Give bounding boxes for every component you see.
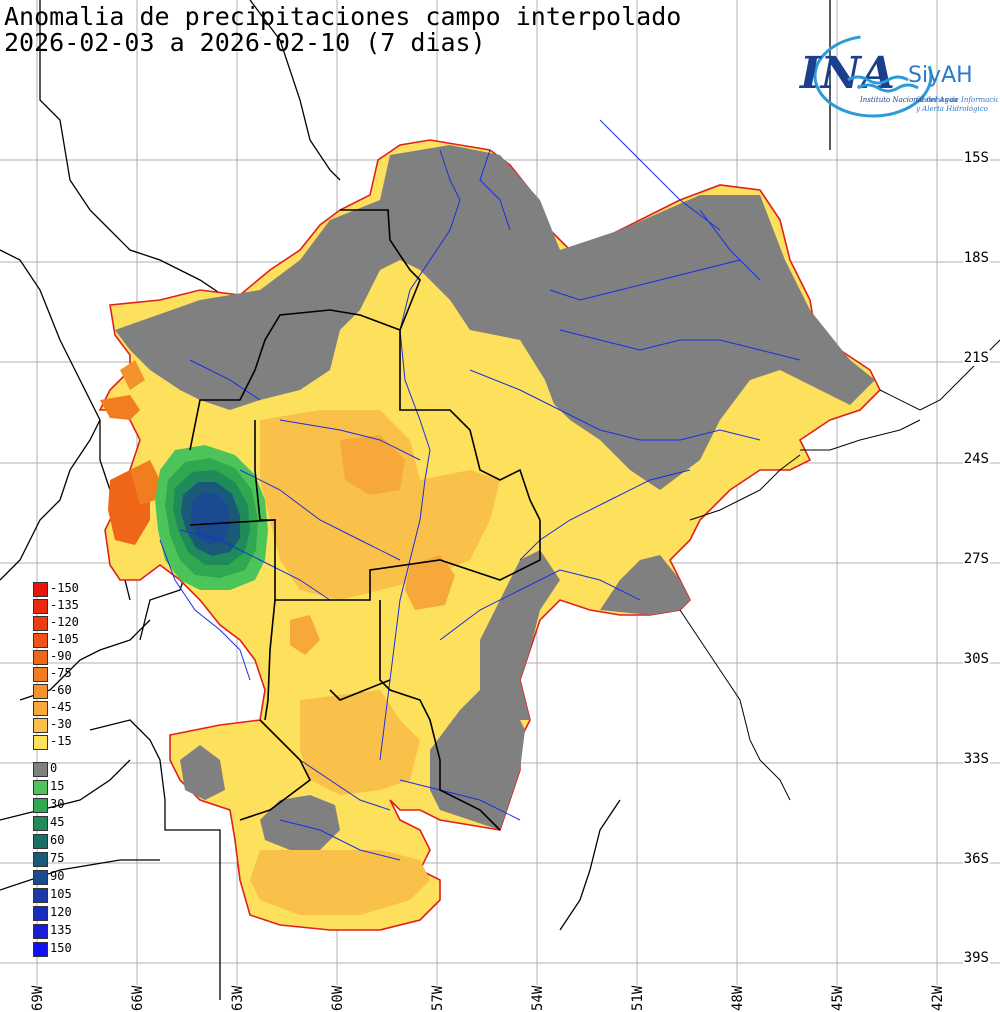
legend-swatch — [33, 906, 48, 921]
legend-item: -45 — [30, 699, 90, 716]
lat-label: 36S — [962, 851, 990, 867]
lon-label: 45W — [830, 984, 846, 1012]
legend-item: 150 — [30, 940, 90, 957]
legend-swatch — [33, 888, 48, 903]
legend-swatch — [33, 852, 48, 867]
legend-swatch — [33, 701, 48, 716]
lon-label: 57W — [430, 984, 446, 1012]
legend-swatch — [33, 599, 48, 614]
legend-swatch — [33, 718, 48, 733]
legend-label: 60 — [50, 833, 65, 847]
logo-sub2: Sistemas de Información — [916, 96, 998, 104]
legend-item: 0 — [30, 760, 90, 777]
legend-item: -150 — [30, 580, 90, 597]
legend-item: 15 — [30, 778, 90, 795]
lon-label: 42W — [930, 984, 946, 1012]
legend-label: 135 — [50, 923, 72, 937]
legend-item: 135 — [30, 922, 90, 939]
legend-swatch — [33, 816, 48, 831]
lat-label: 18S — [962, 250, 990, 266]
lat-label: 30S — [962, 651, 990, 667]
legend-label: -60 — [50, 683, 72, 697]
legend-label: -120 — [50, 615, 79, 629]
lat-label: 33S — [962, 751, 990, 767]
legend-label: 120 — [50, 905, 72, 919]
lon-label: 60W — [330, 984, 346, 1012]
map-title: Anomalia de precipitaciones campo interp… — [4, 2, 682, 31]
legend-label: -150 — [50, 581, 79, 595]
legend-label: -75 — [50, 666, 72, 680]
legend-item: 75 — [30, 850, 90, 867]
legend-item: 105 — [30, 886, 90, 903]
ina-siyah-logo: INA SiyAH Instituto Nacional del Agua Si… — [798, 30, 1000, 125]
legend-label: 0 — [50, 761, 58, 775]
legend-item: 60 — [30, 832, 90, 849]
legend-swatch — [33, 616, 48, 631]
lon-label: 48W — [730, 984, 746, 1012]
legend-label: 150 — [50, 941, 72, 955]
country-borders — [0, 0, 831, 1000]
legend-label: -45 — [50, 700, 72, 714]
legend-swatch — [33, 667, 48, 682]
legend-label: -30 — [50, 717, 72, 731]
legend-item: -105 — [30, 631, 90, 648]
lon-label: 66W — [130, 984, 146, 1012]
legend-item: 120 — [30, 904, 90, 921]
legend-item: -120 — [30, 614, 90, 631]
rivers — [159, 119, 801, 861]
legend-swatch — [33, 834, 48, 849]
legend-label: 45 — [50, 815, 65, 829]
lon-label: 63W — [230, 984, 246, 1012]
lat-label: 24S — [962, 451, 990, 467]
legend-item: -90 — [30, 648, 90, 665]
admin-borders — [189, 209, 541, 831]
legend-swatch — [33, 798, 48, 813]
legend-swatch — [33, 942, 48, 957]
legend-item: 90 — [30, 868, 90, 885]
legend-swatch — [33, 735, 48, 750]
legend-swatch — [33, 684, 48, 699]
lat-label: 39S — [962, 950, 990, 966]
legend-label: 30 — [50, 797, 65, 811]
legend-swatch — [33, 650, 48, 665]
coastline — [679, 339, 1000, 801]
legend-label: -90 — [50, 649, 72, 663]
logo-sub1: Instituto Nacional del Agua — [859, 96, 958, 104]
legend-label: -135 — [50, 598, 79, 612]
legend-item: 45 — [30, 814, 90, 831]
legend-label: 90 — [50, 869, 65, 883]
legend-item: -75 — [30, 665, 90, 682]
legend-swatch — [33, 762, 48, 777]
logo-sub3: y Alerta Hidrológico — [915, 105, 988, 113]
lon-label: 51W — [630, 984, 646, 1012]
legend-label: 15 — [50, 779, 65, 793]
lat-label: 27S — [962, 551, 990, 567]
legend-item: 30 — [30, 796, 90, 813]
logo-brand-text: SiyAH — [908, 63, 973, 88]
legend-item: -135 — [30, 597, 90, 614]
legend-label: -105 — [50, 632, 79, 646]
legend-swatch — [33, 870, 48, 885]
legend-swatch — [33, 780, 48, 795]
legend-item: -30 — [30, 716, 90, 733]
legend-label: 75 — [50, 851, 65, 865]
lat-label: 15S — [962, 150, 990, 166]
lon-label: 54W — [530, 984, 546, 1012]
legend-swatch — [33, 924, 48, 939]
lon-label: 69W — [30, 984, 46, 1012]
anomaly-field — [98, 139, 881, 931]
legend-label: -15 — [50, 734, 72, 748]
legend-swatch — [33, 582, 48, 597]
legend-label: 105 — [50, 887, 72, 901]
logo-main-text: INA — [798, 48, 895, 99]
legend-swatch — [33, 633, 48, 648]
legend-item: -15 — [30, 733, 90, 750]
legend-item: -60 — [30, 682, 90, 699]
date-range: 2026-02-03 a 2026-02-10 (7 dias) — [4, 28, 486, 57]
lat-label: 21S — [962, 350, 990, 366]
